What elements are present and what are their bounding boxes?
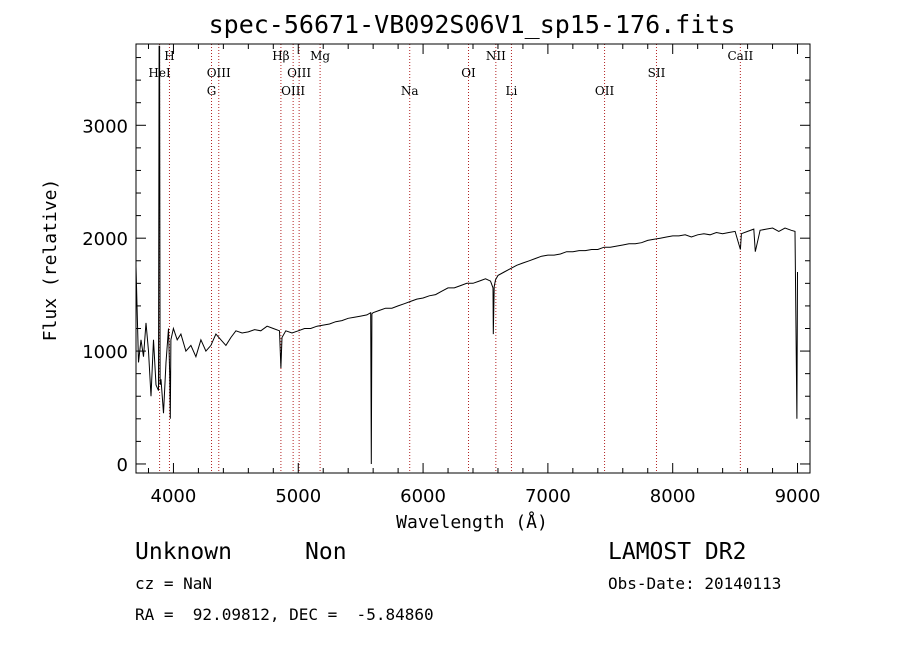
marker-label-10: NII — [486, 49, 506, 63]
survey-name: LAMOST DR2 — [608, 539, 746, 565]
redshift-cz: cz = NaN — [135, 574, 212, 593]
object-class: Unknown — [135, 539, 232, 565]
marker-label-13: SII — [648, 66, 666, 80]
plot-frame — [135, 43, 811, 474]
coordinates: RA = 92.09812, DEC = -5.84860 — [135, 605, 434, 624]
x-tick-label-3: 7000 — [525, 486, 571, 507]
y-axis-label: Flux (relative) — [40, 179, 61, 342]
marker-label-14: CaII — [727, 49, 753, 63]
x-axis-ticks: 4000 5000 6000 7000 8000 9000 — [147, 44, 821, 507]
marker-label-12: OII — [595, 84, 615, 98]
y-tick-label-2: 2000 — [82, 229, 128, 250]
observation-date: Obs-Date: 20140113 — [608, 574, 781, 593]
chart-title: spec-56671-VB092S06V1_sp15-176.fits — [209, 10, 736, 39]
object-subclass: Non — [305, 539, 347, 565]
y-tick-label-3: 3000 — [82, 116, 128, 137]
spectrum-series-line — [135, 45, 798, 465]
x-tick-label-0: 4000 — [151, 486, 197, 507]
marker-label-1: H — [164, 49, 174, 63]
x-tick-label-2: 6000 — [400, 486, 446, 507]
x-tick-label-1: 5000 — [275, 486, 321, 507]
marker-label-9: OI — [461, 66, 476, 80]
x-axis-label: Wavelength (Å) — [396, 511, 548, 533]
y-axis-ticks: 0 1000 2000 3000 — [82, 57, 810, 476]
marker-label-6: OIII — [287, 66, 311, 80]
marker-label-7: Mg — [310, 49, 330, 63]
y-tick-label-0: 0 — [117, 455, 128, 476]
marker-label-4: Hβ — [272, 49, 289, 63]
x-tick-label-5: 9000 — [775, 486, 821, 507]
marker-label-11: Li — [506, 84, 518, 98]
marker-label-8: Na — [401, 84, 419, 98]
marker-label-2: OIII — [207, 66, 231, 80]
x-tick-label-4: 8000 — [650, 486, 696, 507]
y-tick-label-1: 1000 — [82, 342, 128, 363]
marker-label-3: G — [207, 84, 217, 98]
marker-label-5: OIII — [281, 84, 305, 98]
